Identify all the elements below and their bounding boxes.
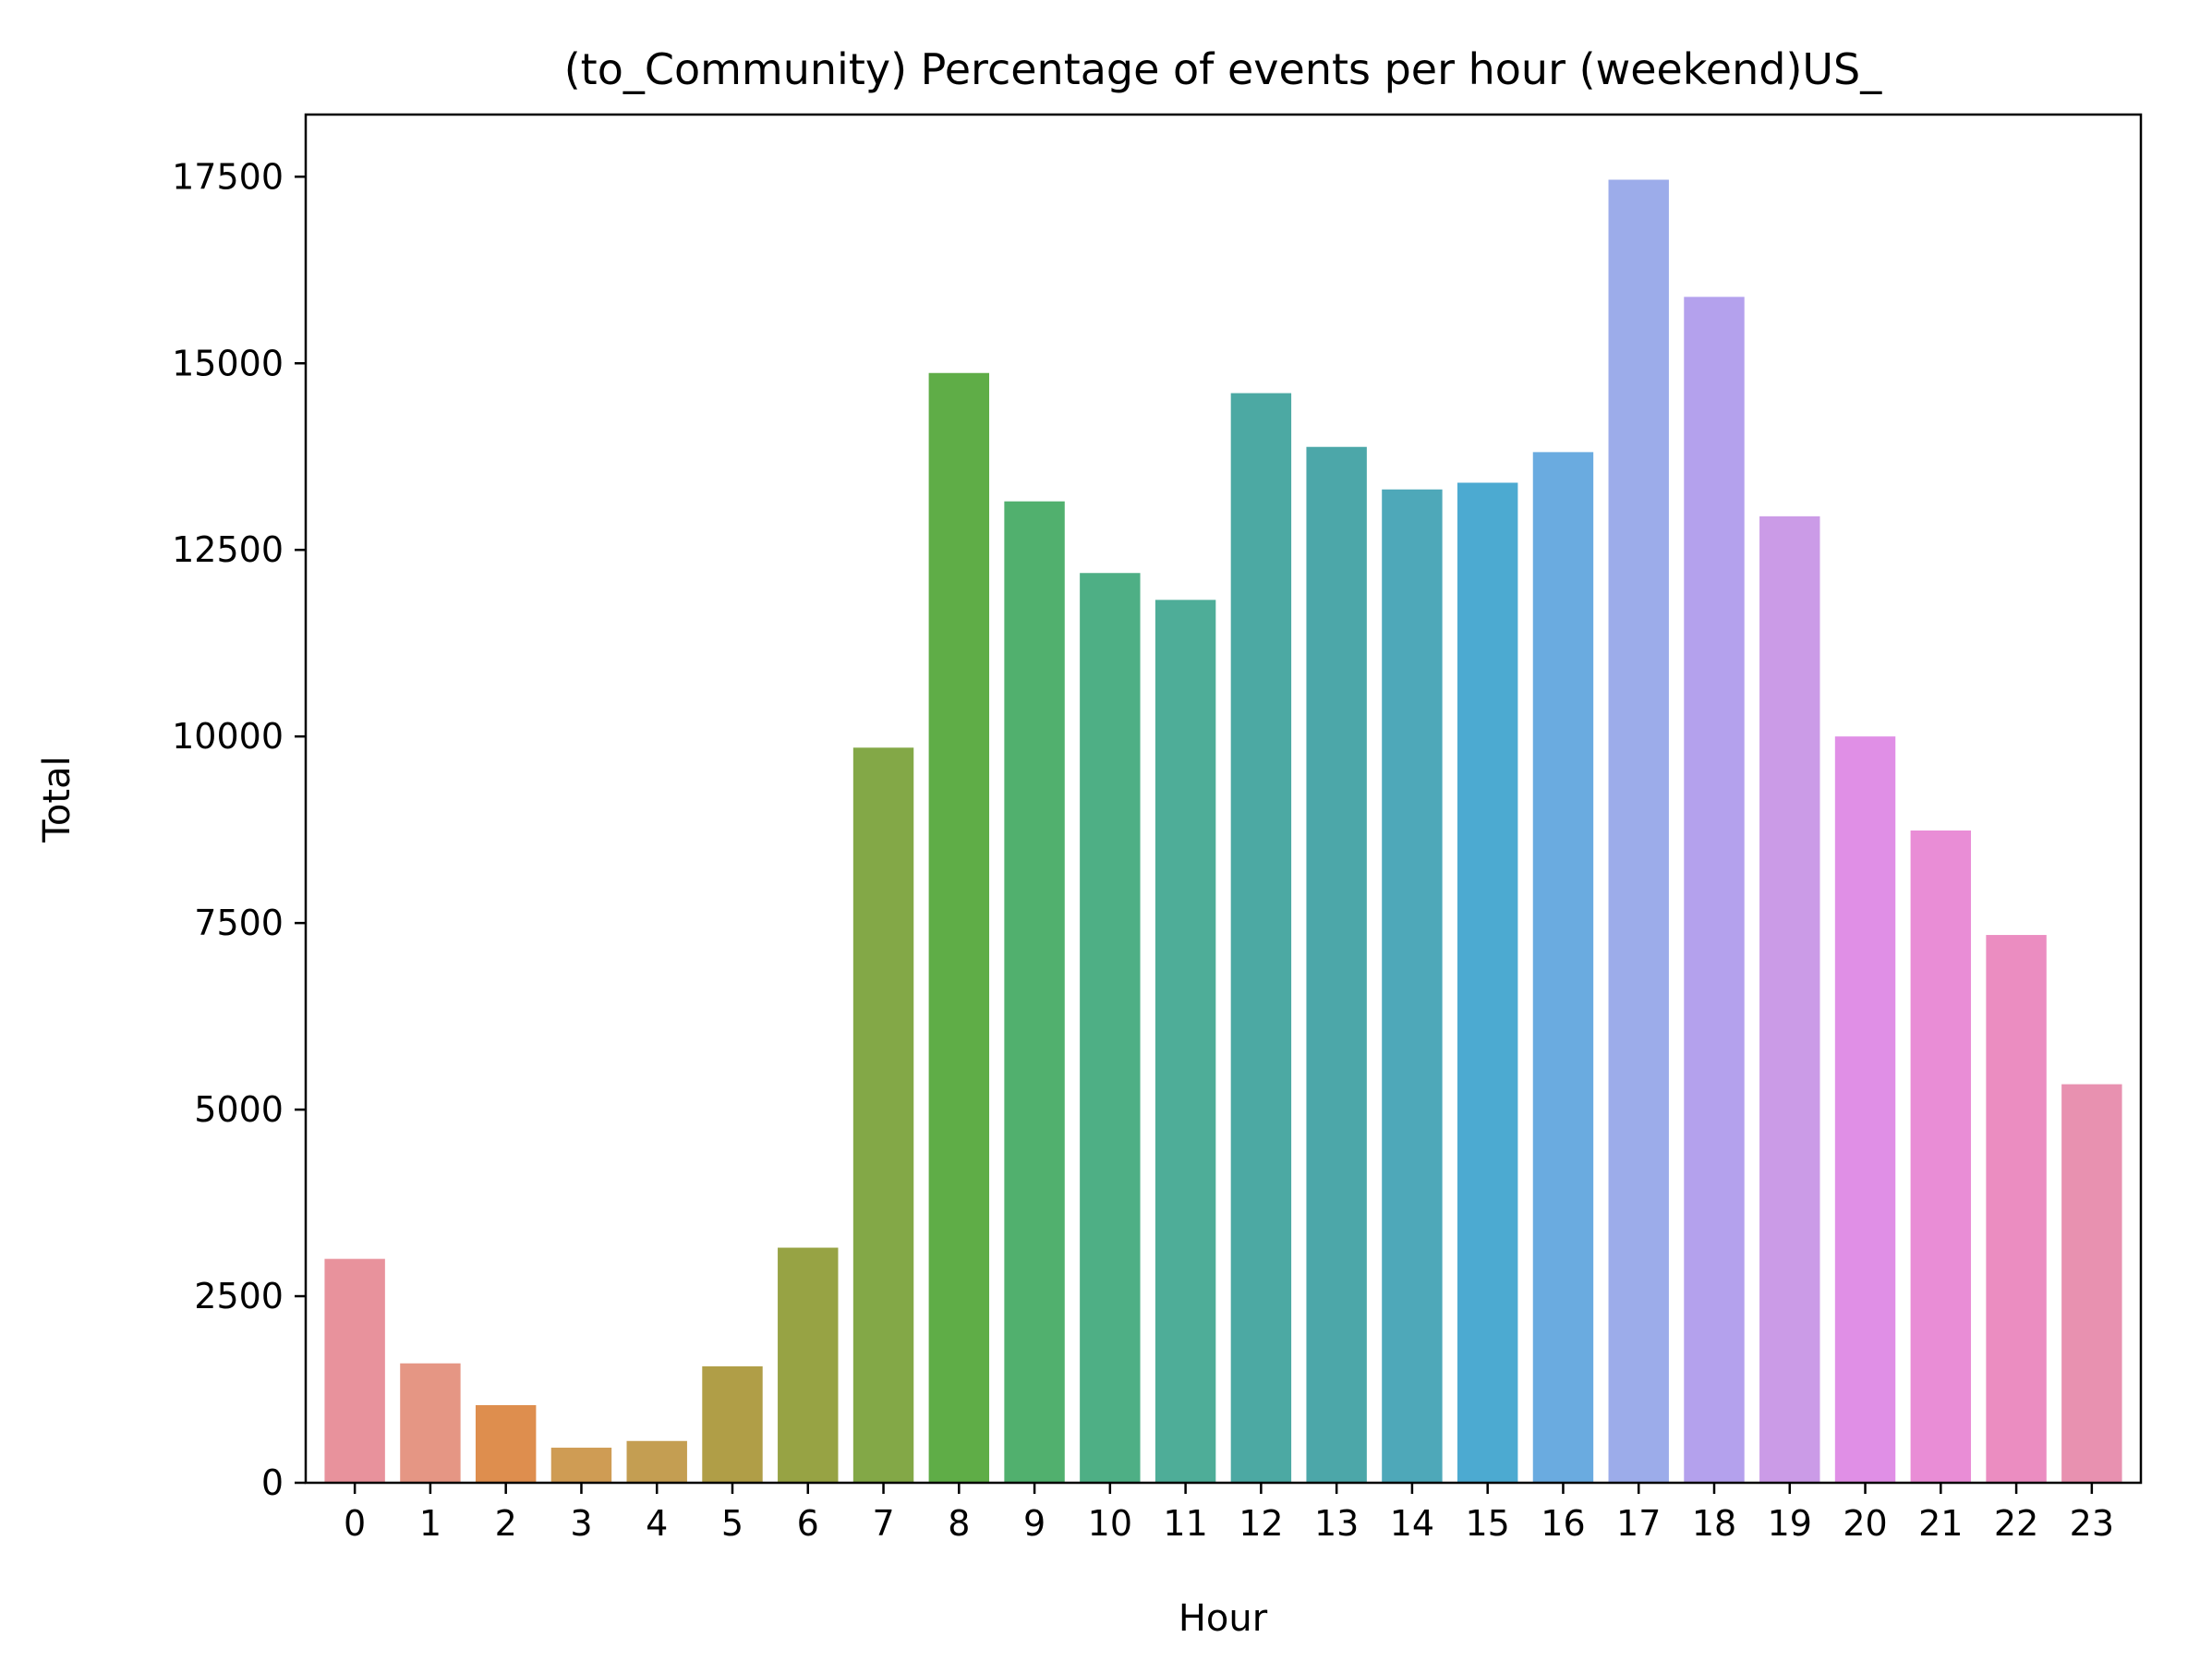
x-tick-label: 18 [1692,1503,1736,1544]
x-tick-label: 6 [797,1503,819,1544]
x-tick-label: 19 [1768,1503,1812,1544]
y-tick-label: 5000 [194,1089,284,1130]
bar-8 [928,372,990,1483]
bar-21 [1910,830,1972,1483]
x-tick-label: 22 [1994,1503,2038,1544]
x-tick-label: 5 [721,1503,743,1544]
x-axis-ticks: 0 1 2 3 4 5 6 7 8 9 10 11 12 13 14 15 16 17 18 19 20 21 22 23 [344,1483,2114,1544]
x-tick-label: 8 [948,1503,970,1544]
x-tick-label: 20 [1843,1503,1887,1544]
y-axis-label: Total [36,756,79,843]
bar-23 [2061,1084,2122,1483]
bars-group [324,179,2122,1484]
y-tick-label: 7500 [194,903,284,943]
x-tick-label: 11 [1163,1503,1207,1544]
x-tick-label: 4 [646,1503,668,1544]
x-tick-label: 0 [344,1503,366,1544]
bar-9 [1004,501,1065,1484]
bar-13 [1306,446,1367,1483]
bar-5 [702,1365,763,1483]
x-tick-label: 7 [872,1503,894,1544]
y-tick-label: 17500 [172,156,284,197]
bar-6 [778,1247,839,1483]
bar-16 [1532,452,1594,1483]
bar-4 [626,1440,687,1483]
bar-19 [1759,516,1820,1483]
bar-10 [1080,573,1141,1483]
y-tick-label: 2500 [194,1276,284,1316]
bar-2 [475,1404,537,1483]
bar-7 [852,747,914,1483]
x-tick-label: 23 [2070,1503,2114,1544]
y-axis-ticks: 0 2500 5000 7500 10000 12500 15000 17500 [172,156,306,1503]
x-tick-label: 1 [419,1503,441,1544]
x-tick-label: 9 [1023,1503,1046,1544]
chart-title: (to_Community) Percentage of events per … [564,44,1883,94]
bar-1 [400,1363,461,1483]
bar-22 [1986,935,2047,1483]
bar-0 [324,1258,385,1483]
bar-20 [1834,736,1896,1483]
bar-14 [1382,489,1443,1484]
y-tick-label: 12500 [172,529,284,570]
plot-frame [304,113,2143,1485]
x-axis-label: Hour [1179,1597,1268,1640]
x-tick-label: 10 [1088,1503,1132,1544]
x-tick-label: 21 [1918,1503,1963,1544]
bar-3 [550,1448,612,1483]
x-tick-label: 12 [1239,1503,1283,1544]
x-tick-label: 17 [1616,1503,1661,1544]
x-tick-label: 15 [1466,1503,1510,1544]
x-tick-label: 3 [570,1503,592,1544]
bar-11 [1154,600,1216,1483]
x-tick-label: 2 [495,1503,517,1544]
y-tick-label: 10000 [172,716,284,757]
x-tick-label: 16 [1541,1503,1585,1544]
bar-12 [1230,393,1292,1484]
x-tick-label: 14 [1390,1503,1434,1544]
bar-15 [1457,482,1518,1484]
y-tick-label: 15000 [172,343,284,383]
bar-17 [1608,179,1669,1483]
bar-18 [1684,297,1745,1484]
y-tick-label: 0 [261,1462,284,1503]
x-tick-label: 13 [1314,1503,1359,1544]
